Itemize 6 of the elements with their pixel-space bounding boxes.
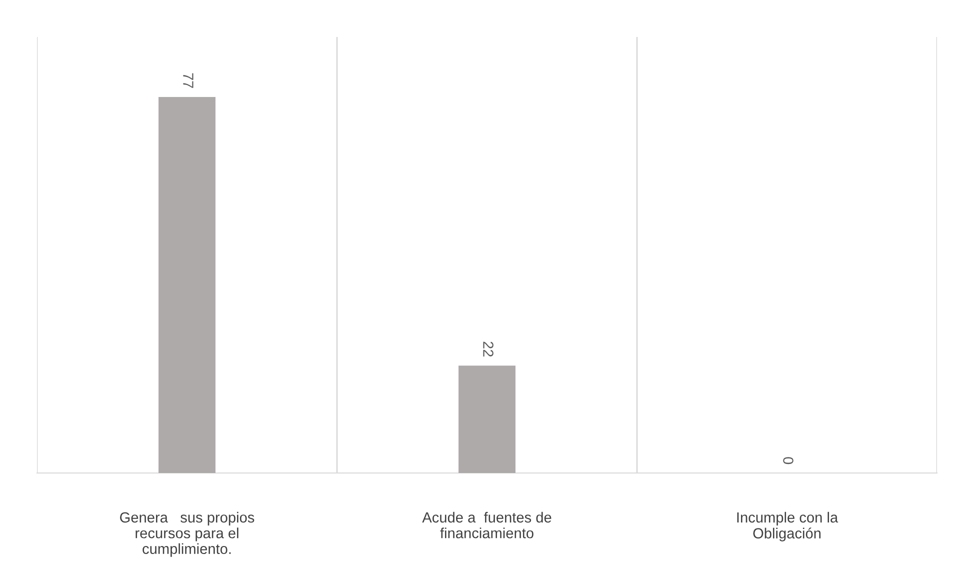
data-label: 22 xyxy=(483,342,494,357)
data-label: 0 xyxy=(783,457,794,464)
x-tick-label: Genera sus propios recursos para el cumplimiento. xyxy=(120,512,254,557)
x-tick-label: Acude a fuentes de financiamiento xyxy=(422,512,552,538)
x-tick-label: Incumple con la Obligación xyxy=(737,512,838,542)
data-label: 77 xyxy=(183,73,194,88)
